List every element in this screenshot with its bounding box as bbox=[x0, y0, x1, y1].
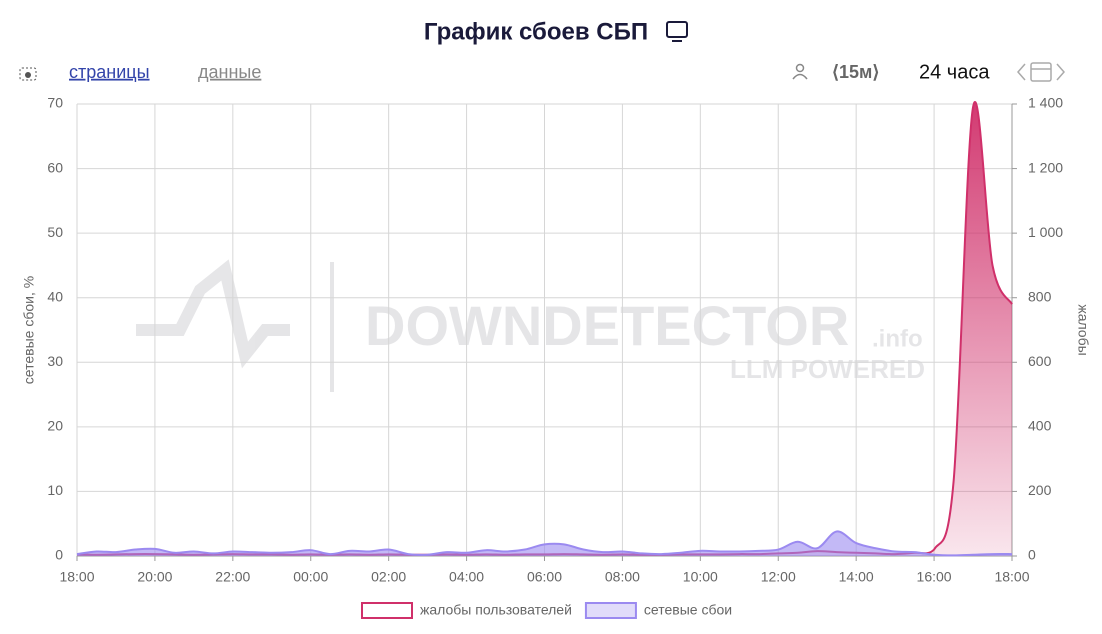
screenshot-icon[interactable] bbox=[19, 67, 37, 81]
legend-label: сетевые сбои bbox=[644, 602, 732, 618]
y-tick-label: 10 bbox=[47, 482, 63, 498]
legend-label: жалобы пользователей bbox=[420, 602, 572, 618]
y-tick-label: 20 bbox=[47, 418, 63, 434]
period[interactable]: 24 часа bbox=[919, 61, 990, 83]
series-line bbox=[76, 530, 1013, 557]
x-tick-label: 04:00 bbox=[449, 569, 484, 585]
y2-tick-label: 1 000 bbox=[1028, 224, 1063, 240]
y-tick-label: 70 bbox=[47, 95, 63, 111]
x-tick-label: 10:00 bbox=[683, 569, 718, 585]
x-tick-label: 06:00 bbox=[527, 569, 562, 585]
watermark-tagline: LLM POWERED bbox=[730, 354, 925, 384]
legend: жалобы пользователей сетевые сбои bbox=[361, 602, 732, 619]
y2-tick-label: 1 400 bbox=[1028, 95, 1063, 111]
watermark-brand: DOWNDETECTOR bbox=[365, 294, 849, 357]
watermark: DOWNDETECTOR .info LLM POWERED bbox=[136, 259, 925, 392]
x-tick-label: 08:00 bbox=[605, 569, 640, 585]
watermark-suffix: .info bbox=[872, 325, 923, 352]
x-tick-label: 00:00 bbox=[293, 569, 328, 585]
y2-tick-label: 400 bbox=[1028, 418, 1052, 434]
interval[interactable]: ⟨15м⟩ bbox=[832, 62, 879, 82]
monitor-icon bbox=[666, 21, 688, 42]
calendar-nav[interactable] bbox=[1017, 62, 1065, 82]
x-tick-label: 22:00 bbox=[215, 569, 250, 585]
x-tick-label: 18:00 bbox=[59, 569, 94, 585]
chart-title: График сбоев СБП bbox=[424, 18, 648, 45]
y2-tick-label: 800 bbox=[1028, 288, 1052, 304]
y-tick-label: 30 bbox=[47, 353, 63, 369]
x-tick-label: 12:00 bbox=[761, 569, 796, 585]
x-tick-label: 14:00 bbox=[839, 569, 874, 585]
x-tick-label: 02:00 bbox=[371, 569, 406, 585]
legend-swatch bbox=[361, 602, 413, 619]
y2-tick-label: 1 200 bbox=[1028, 159, 1063, 175]
y-tick-label: 0 bbox=[55, 547, 63, 563]
x-tick-label: 16:00 bbox=[917, 569, 952, 585]
y2-tick-label: 200 bbox=[1028, 482, 1052, 498]
y-tick-label: 40 bbox=[47, 288, 63, 304]
user-icon[interactable] bbox=[792, 63, 808, 80]
y-tick-label: 60 bbox=[47, 159, 63, 175]
data-link[interactable]: данные bbox=[198, 62, 261, 82]
y2-tick-label: 600 bbox=[1028, 353, 1052, 369]
y-tick-label: 50 bbox=[47, 224, 63, 240]
legend-swatch bbox=[584, 602, 637, 619]
y2-axis-title: жалобы bbox=[1075, 304, 1091, 355]
y-axis-title: сетевые сбои, % bbox=[21, 276, 37, 384]
x-tick-label: 20:00 bbox=[137, 569, 172, 585]
y2-tick-label: 0 bbox=[1028, 547, 1036, 563]
pages-link[interactable]: страницы bbox=[69, 62, 150, 82]
x-tick-label: 18:00 bbox=[994, 569, 1029, 585]
